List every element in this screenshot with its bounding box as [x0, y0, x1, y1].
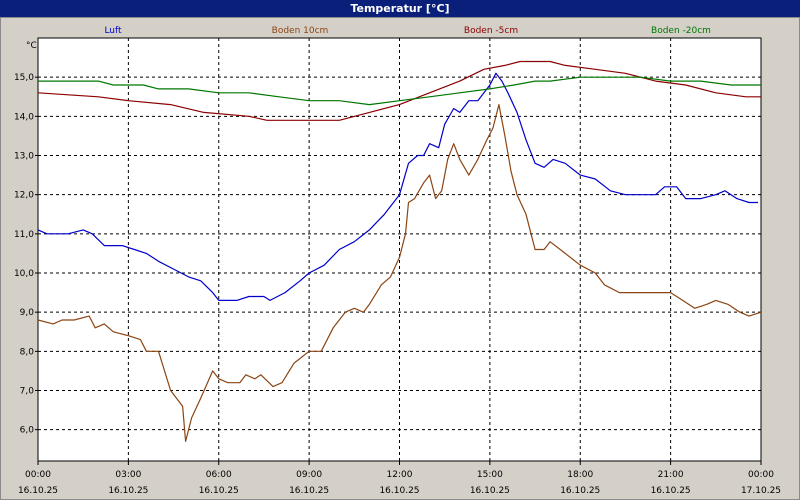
y-tick-label: 9,0 — [20, 308, 35, 318]
x-tick-time-label: 06:00 — [206, 470, 232, 480]
x-tick-time-label: 18:00 — [567, 470, 593, 480]
legend-item: Boden 10cm — [272, 26, 329, 36]
series-lines — [37, 60, 762, 442]
x-tick-date-label: 16.10.25 — [560, 486, 600, 496]
y-tick-label: 11,0 — [14, 230, 34, 240]
series-line — [38, 76, 761, 106]
x-tick-time-label: 09:00 — [296, 470, 322, 480]
series-line — [37, 104, 762, 442]
window-title: Temperatur [°C] — [0, 0, 800, 17]
y-axis-unit-label: °C — [26, 41, 37, 51]
x-tick-date-label: 17.10.25 — [741, 486, 781, 496]
x-tick-time-label: 21:00 — [658, 470, 684, 480]
legend-item: Boden -20cm — [651, 26, 711, 36]
x-tick-date-label: 16.10.25 — [18, 486, 58, 496]
y-tick-label: 12,0 — [14, 191, 34, 201]
x-tick-date-label: 16.10.25 — [470, 486, 510, 496]
y-tick-label: 15,0 — [14, 73, 34, 83]
y-tick-label: 14,0 — [14, 112, 34, 122]
y-tick-label: 10,0 — [14, 269, 34, 279]
y-tick-label: 6,0 — [20, 426, 35, 436]
legend-item: Boden -5cm — [464, 26, 518, 36]
x-tick-date-label: 16.10.25 — [651, 486, 691, 496]
x-tick-time-label: 12:00 — [387, 470, 413, 480]
legend-item: Luft — [104, 26, 122, 36]
series-line — [37, 72, 758, 301]
x-tick-time-label: 03:00 — [115, 470, 141, 480]
x-tick-time-label: 00:00 — [748, 470, 774, 480]
x-tick-date-label: 16.10.25 — [108, 486, 148, 496]
y-tick-label: 13,0 — [14, 152, 34, 162]
x-tick-time-label: 00:00 — [25, 470, 51, 480]
x-tick-date-label: 16.10.25 — [379, 486, 419, 496]
y-tick-label: 8,0 — [20, 347, 35, 357]
y-tick-label: 7,0 — [20, 387, 35, 397]
legend: Luft Boden 10cm Boden -5cm Boden -20cm — [104, 26, 711, 36]
x-tick-time-label: 15:00 — [477, 470, 503, 480]
axes: 6,0 7,0 8,0 9,0 10,0 11,0 12,0 13,0 14,0 15,0 00:0… — [14, 73, 781, 496]
x-tick-date-label: 16.10.25 — [289, 486, 329, 496]
x-tick-date-label: 16.10.25 — [199, 486, 239, 496]
series-line — [37, 60, 761, 121]
